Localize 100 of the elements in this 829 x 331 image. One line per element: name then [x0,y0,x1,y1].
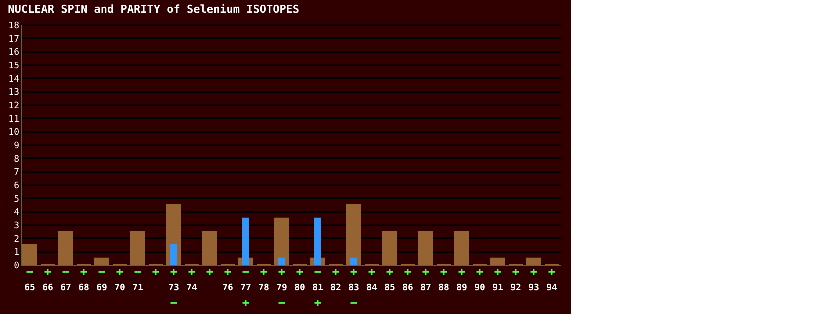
y-tick-label: 5 [14,194,20,205]
data-label: + [314,296,322,310]
bar [94,258,110,266]
data-label: + [278,265,286,279]
x-tick-label: 73 [168,284,180,294]
x-tick-label: 87 [420,284,432,294]
x-tick-label: 81 [312,284,324,294]
x-tick-label: 80 [294,284,306,294]
data-label: + [458,265,466,279]
data-label: + [494,265,502,279]
y-tick-label: 7 [14,168,20,178]
y-tick-label: 0 [14,262,20,272]
data-label: + [512,265,520,279]
bar [346,204,362,266]
bar [58,231,74,266]
data-label: + [80,265,88,279]
x-tick-label: 90 [474,284,486,294]
data-label: + [296,265,304,279]
data-label: + [404,265,412,279]
bar [418,231,434,266]
x-tick-label: 92 [510,284,522,294]
x-tick-label: 82 [330,284,342,294]
y-tick-label: 18 [8,22,20,32]
x-tick-label: 74 [186,284,198,294]
y-tick-label: 17 [8,34,20,45]
x-tick-label: 71 [132,284,144,294]
data-label: + [242,296,250,310]
x-tick-label: 88 [438,284,450,294]
bar [490,258,506,266]
y-tick-label: 15 [8,62,20,72]
data-label: − [350,296,358,310]
y-tick-label: 2 [14,234,20,245]
data-label: − [278,296,286,310]
data-label: + [260,265,268,279]
x-tick-label: 91 [492,284,504,294]
chart-title: NUCLEAR SPIN and PARITY of Selenium ISOTOPES [8,3,300,16]
x-tick-label: 69 [96,284,108,294]
bar [314,218,322,266]
x-tick-label: 76 [222,284,234,294]
bar [274,218,290,266]
bar [130,231,146,266]
data-label: − [242,265,250,279]
y-tick-label: 4 [14,208,20,218]
data-label: + [368,265,376,279]
data-label: + [152,265,160,279]
y-tick-label: 6 [14,182,20,192]
y-tick-label: 12 [8,102,20,112]
y-tick-label: 8 [14,154,20,165]
data-label: − [134,265,142,279]
x-tick-label: 84 [366,284,378,294]
bar [202,231,218,266]
data-label: + [188,265,196,279]
data-label: + [224,265,232,279]
data-label: + [548,265,556,279]
y-tick-label: 1 [14,248,20,258]
y-tick-label: 11 [8,114,20,125]
y-tick-label: 16 [8,48,20,58]
y-tick-label: 14 [8,74,20,85]
data-label: + [530,265,538,279]
data-label: + [350,265,358,279]
x-tick-label: 79 [276,284,288,294]
data-label: + [206,265,214,279]
x-tick-label: 70 [114,284,126,294]
x-tick-label: 66 [42,284,54,294]
x-tick-label: 77 [240,284,252,294]
x-tick-label: 85 [384,284,396,294]
data-label: + [386,265,394,279]
y-tick-label: 13 [8,88,20,98]
data-label: − [26,265,34,279]
bar [170,244,178,266]
x-tick-label: 89 [456,284,468,294]
data-label: − [98,265,106,279]
x-tick-label: 65 [24,284,36,294]
x-tick-label: 94 [546,284,558,294]
bar [242,218,250,266]
bar [22,244,38,266]
bar [526,258,542,266]
x-tick-label: 86 [402,284,414,294]
bar [382,231,398,266]
y-tick-label: 9 [14,142,20,152]
data-label: − [170,296,178,310]
bar [454,231,470,266]
x-tick-label: 83 [348,284,360,294]
data-label: + [44,265,52,279]
data-label: + [170,265,178,279]
data-label: + [440,265,448,279]
y-tick-label: 3 [14,222,20,232]
x-tick-label: 78 [258,284,270,294]
x-tick-label: 68 [78,284,90,294]
data-label: − [314,265,322,279]
data-label: + [422,265,430,279]
bar [278,258,286,266]
data-label: + [332,265,340,279]
data-label: − [62,265,70,279]
data-label: + [476,265,484,279]
x-tick-label: 93 [528,284,540,294]
bar [350,258,358,266]
data-label: + [116,265,124,279]
x-tick-label: 67 [60,284,72,294]
y-tick-label: 10 [8,128,20,138]
